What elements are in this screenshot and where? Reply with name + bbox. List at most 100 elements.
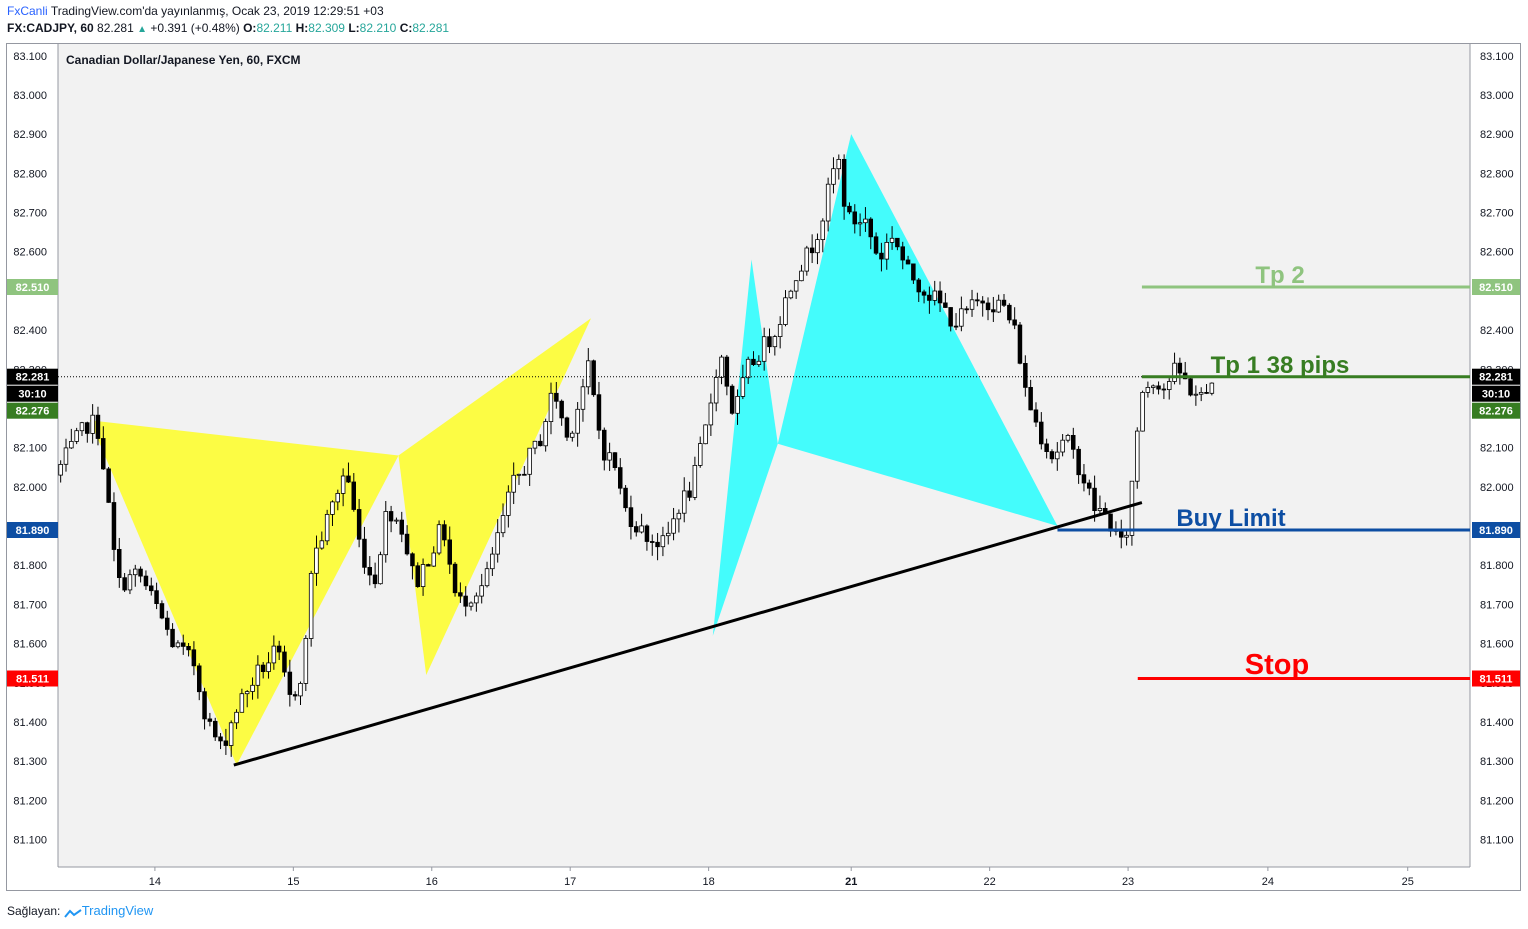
candle-body [378, 554, 383, 585]
candle-body [367, 567, 372, 576]
candle-body [1076, 448, 1081, 476]
y-tick-right: 82.000 [1480, 482, 1514, 494]
y-tick-left: 81.700 [13, 599, 47, 611]
candle-body [260, 664, 266, 672]
candle-body [825, 183, 831, 222]
left-buy-limit-badge-text: 81.890 [16, 525, 50, 537]
candle-body [170, 628, 175, 648]
candle-body [1028, 386, 1033, 411]
right-current-price-badge-bg [1472, 368, 1520, 385]
candle-body [623, 487, 628, 509]
right-tp2-badge-text: 82.510 [1479, 282, 1513, 294]
candle-body [943, 302, 948, 308]
candle-body [964, 308, 969, 311]
candle-body [164, 617, 170, 630]
candle-body [1044, 443, 1049, 452]
candle-body [1049, 451, 1055, 460]
candle-body [996, 299, 1001, 313]
candle-body [1177, 362, 1183, 374]
right-tp1-badge-bg [1472, 402, 1520, 419]
candle-body [703, 424, 708, 445]
x-tick-label: 23 [1122, 876, 1134, 888]
candle-body [218, 736, 223, 742]
candle-body [564, 417, 570, 438]
right-current-price-badge-text: 82.281 [1479, 372, 1513, 384]
drawings: Tp 2 Tp 1 38 pips Buy Limit Stop [58, 262, 1470, 767]
candle-body [655, 541, 660, 548]
candle-body [777, 324, 783, 338]
candle-body [1124, 534, 1129, 538]
candle-body [138, 568, 143, 577]
candle-body [1140, 391, 1145, 432]
candle-body [548, 392, 554, 422]
y-tick-left: 82.800 [13, 168, 47, 180]
candle-body [580, 386, 586, 410]
candle-body [602, 429, 607, 461]
candle-body [463, 595, 468, 607]
candle-body [282, 651, 287, 673]
low-label: L: [348, 21, 360, 35]
candle-body [191, 649, 197, 667]
candle-body [809, 247, 815, 254]
candle-body [1039, 421, 1044, 445]
y-tick-right: 82.100 [1480, 443, 1514, 455]
candle-body [180, 642, 186, 647]
candle-body [1092, 487, 1097, 512]
x-tick-label: 22 [984, 876, 996, 888]
low-value: 82.210 [359, 21, 397, 35]
candle-body [724, 356, 730, 387]
provider-link[interactable]: TradingView [81, 903, 154, 918]
candle-body [948, 307, 953, 327]
right-tp2-badge-bg [1472, 279, 1520, 295]
candle-body [207, 718, 213, 722]
candle-body [1097, 507, 1103, 511]
candle-body [1033, 409, 1039, 423]
candle-body [506, 491, 511, 516]
candle-body [527, 447, 532, 475]
candle-body [937, 290, 943, 304]
x-tick-label: 18 [703, 876, 715, 888]
brand-name[interactable]: FxCanli [7, 4, 48, 18]
candle-body [255, 664, 261, 686]
price-change: +0.391 (+0.48%) [150, 21, 240, 35]
candle-body [1188, 378, 1193, 396]
candle-body [788, 290, 794, 299]
candle-body [399, 519, 404, 535]
candle-body [319, 540, 325, 549]
candle-body [735, 395, 740, 414]
stop-label: Stop [1245, 649, 1309, 681]
candle-body [58, 463, 63, 476]
candle-body [324, 514, 330, 542]
candle-body [879, 252, 884, 260]
candle-body [1204, 391, 1209, 394]
candle-body [479, 585, 484, 597]
candle-body [772, 336, 778, 348]
candle-body [1156, 385, 1161, 390]
x-tick-label: 25 [1402, 876, 1414, 888]
open-label: O: [243, 21, 257, 35]
buy-limit-label: Buy Limit [1176, 505, 1285, 532]
right-tp1-badge-text: 82.276 [1479, 406, 1513, 418]
candle-body [591, 360, 596, 396]
candle-body [639, 525, 644, 533]
left-current-price-badge-bg [7, 368, 58, 385]
candle-body [127, 574, 133, 591]
candle-body [628, 507, 634, 528]
y-tick-left: 82.000 [13, 482, 47, 494]
y-tick-right: 82.700 [1480, 208, 1514, 220]
candle-body [1071, 434, 1076, 450]
candle-body [1135, 430, 1140, 482]
up-arrow-icon: ▲ [137, 24, 147, 35]
y-tick-right: 81.700 [1480, 599, 1514, 611]
candle-body [95, 414, 101, 439]
tradingview-logo-icon[interactable] [63, 907, 82, 918]
candle-body [436, 524, 442, 554]
candle-body [985, 302, 991, 311]
candle-body [959, 308, 964, 327]
y-tick-left: 82.600 [13, 247, 47, 259]
candle-body [202, 691, 207, 720]
right-stop-badge-bg [1472, 670, 1520, 687]
candle-body [1129, 480, 1135, 536]
candle-body [607, 452, 612, 461]
